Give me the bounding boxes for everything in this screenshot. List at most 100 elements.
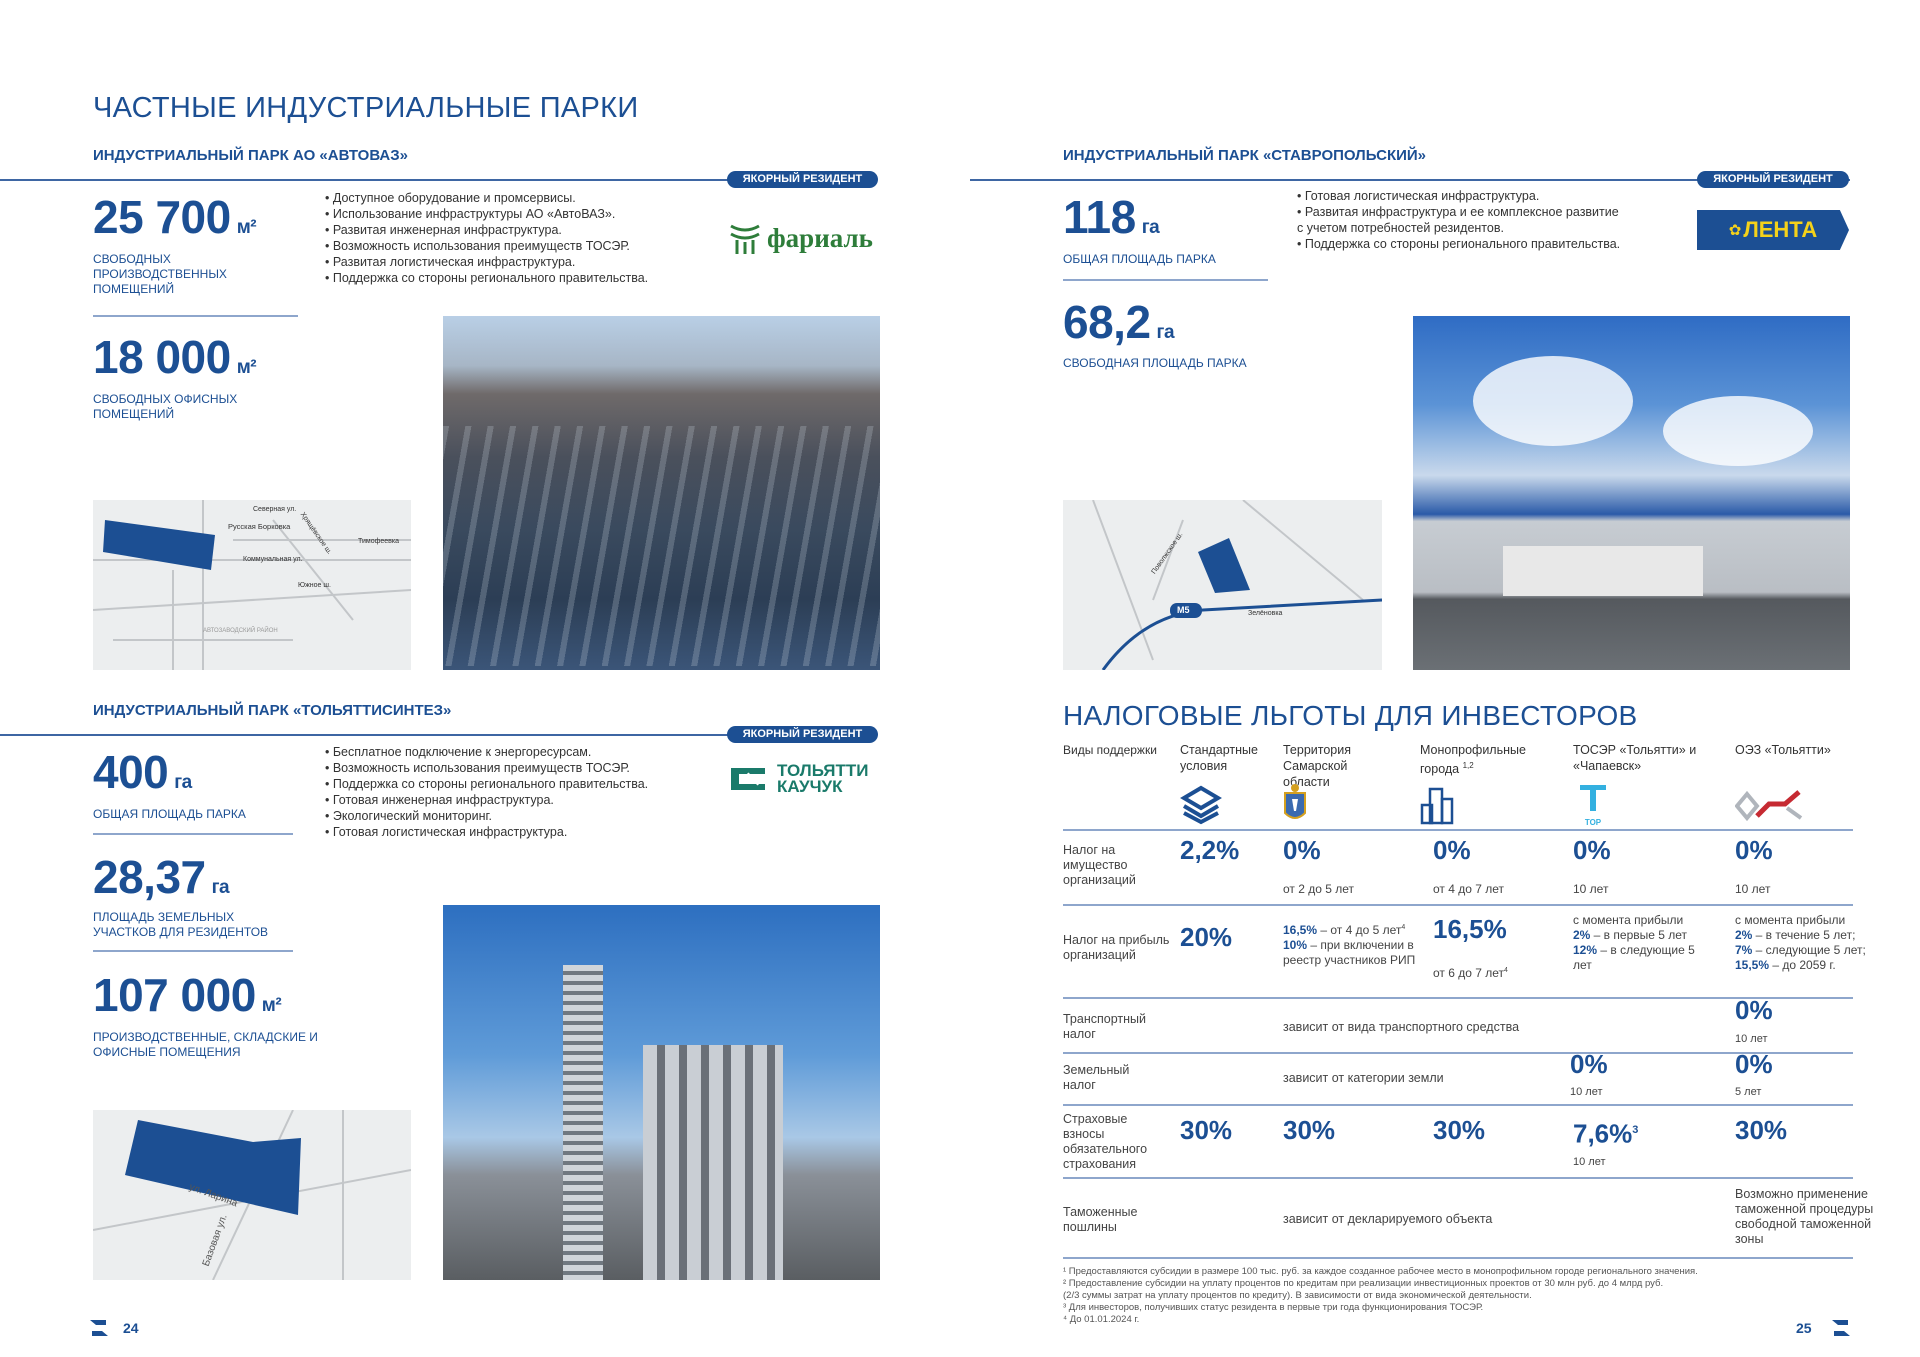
value: 0% [1735,1049,1773,1079]
avtovaz-map: Северная ул. Русская Борковка Коммунальн… [93,500,411,670]
row-label: Страховые взносы обязательного страхован… [1063,1112,1148,1171]
term: 10 лет [1735,882,1771,896]
value: 0% [1573,835,1611,865]
stat-value: 107 000 м² [93,969,282,1021]
stat-value: 18 000 м² [93,331,257,383]
togliatti-kauchuk-logo: ТОЛЬЯТТИ КАУЧУК [727,760,882,798]
samara-coat-of-arms-icon [1283,783,1307,830]
value: 7,6%3 [1573,1118,1639,1149]
tor-logo: TOP [1575,783,1611,827]
layers-icon [1180,785,1222,830]
bullet-list: • Бесплатное подключение к энергоресурса… [325,745,649,839]
row-divider [1063,1104,1853,1106]
row-label: Налог на имущество организаций [1063,843,1136,887]
value: 20% [1180,922,1233,952]
page-number: 25 [1796,1320,1812,1336]
row-divider [1063,1052,1853,1054]
stat-value: 68,2 га [1063,296,1175,348]
divider [93,315,298,317]
stat-value: 25 700 м² [93,191,257,243]
value: 0% [1433,835,1471,865]
row-label: Земельный налог [1063,1063,1130,1092]
oez-profit-tax-detail: с момента прибыли 2% – в течение 5 лет; 7%… [1735,913,1866,972]
row-label: Транспортный налог [1063,1012,1146,1041]
merged-value: зависит от вида транспортного средства [1283,1020,1520,1034]
page-number: 24 [123,1320,139,1336]
stat-label: ОБЩАЯ ПЛОЩАДЬ ПАРКА [1063,252,1216,266]
farial-leaf-icon [730,224,760,254]
brand-icon [1830,1318,1852,1343]
sunflower-icon: ✿ [1728,222,1742,239]
divider [0,734,735,736]
value: 30% [1180,1115,1233,1145]
avtovaz-aerial-photo [443,316,880,670]
lenta-logo: ✿ ЛЕНТА [1697,210,1849,250]
col-header: Территория Самарской области [1283,743,1352,789]
row-label: Налог на прибыль организаций [1063,933,1170,962]
row-divider [1063,1257,1853,1259]
col-header: Монопрофильные города 1,2 [1420,743,1526,777]
term: 5 лет [1735,1086,1762,1098]
footnotes: ¹ Предоставляются субсидии в размере 100… [1063,1266,1698,1325]
tax-title: НАЛОГОВЫЕ ЛЬГОТЫ ДЛЯ ИНВЕСТОРОВ [1063,700,1638,731]
page-title: ЧАСТНЫЕ ИНДУСТРИАЛЬНЫЕ ПАРКИ [93,92,639,124]
stavropolsky-map: Поволжское ш. M5 Зелёновка [1063,500,1382,670]
togliattisintez-plant-photo [443,905,880,1280]
farial-logo: фариаль [727,216,879,260]
tosez-profit-tax-detail: с момента прибыли 2% – в первые 5 лет 12% … [1573,913,1695,972]
term: от 4 до 7 лет [1433,882,1505,896]
value: 30% [1433,1115,1486,1145]
row-divider [1063,997,1853,999]
city-buildings-icon [1420,785,1454,830]
term: от 2 до 5 лет [1283,882,1355,896]
value: 2,2% [1180,835,1240,865]
stat-label: СВОБОДНАЯ ПЛОЩАДЬ ПАРКА [1063,356,1247,370]
stat-value: 400 га [93,746,192,798]
togliattisintez-map: ул. Ларина Базовая ул. [93,1110,411,1280]
stat-label: ПЛОЩАДЬ ЗЕМЕЛЬНЫХ УЧАСТКОВ ДЛЯ РЕЗИДЕНТО… [93,910,269,939]
divider [93,950,293,952]
value: 16,5% [1433,914,1507,944]
oez-logo [1734,790,1807,827]
row-divider [1063,1177,1853,1179]
value: 0% [1735,835,1773,865]
park-heading-togliattisintez: ИНДУСТРИАЛЬНЫЙ ПАРК «ТОЛЬЯТТИСИНТЕЗ» [93,702,452,719]
value: 0% [1283,835,1321,865]
merged-value: зависит от категории земли [1283,1071,1444,1085]
col-header: ТОСЭР «Тольятти» и «Чапаевск» [1573,743,1697,773]
value: 0% [1570,1049,1608,1079]
col-header: Стандартные условия [1180,743,1258,773]
value: 0% [1735,995,1773,1025]
merged-value: зависит от декларируемого объекта [1283,1212,1493,1226]
brand-icon [88,1318,110,1343]
anchor-resident-badge: ЯКОРНЫЙ РЕЗИДЕНТ [1697,171,1849,188]
anchor-resident-badge: ЯКОРНЫЙ РЕЗИДЕНТ [727,726,878,743]
stat-label: ПРОИЗВОДСТВЕННЫЕ, СКЛАДСКИЕ И ОФИСНЫЕ ПО… [93,1030,318,1059]
row-divider [1063,904,1853,906]
divider [970,179,1850,181]
oez-customs-note: Возможно применение таможенной процедуры… [1735,1187,1874,1246]
stat-value: 28,37 га [93,851,230,903]
row-label: Таможенные пошлины [1063,1205,1138,1234]
row-divider [1063,829,1853,831]
term: 10 лет [1573,1156,1606,1168]
term: 10 лет [1573,882,1609,896]
stat-value: 118 га [1063,191,1160,243]
bullet-list: • Доступное оборудование и промсервисы. •… [325,191,649,285]
term: 10 лет [1735,1033,1768,1045]
divider [93,833,293,835]
samara-profit-tax-detail: 16,5% – от 4 до 5 лет4 10% – при включени… [1283,923,1416,967]
divider [0,179,735,181]
park-heading-avtovaz: ИНДУСТРИАЛЬНЫЙ ПАРК АО «АВТОВАЗ» [93,147,408,164]
anchor-resident-badge: ЯКОРНЫЙ РЕЗИДЕНТ [727,171,878,188]
col-header: Виды поддержки [1063,743,1157,757]
stat-label: СВОБОДНЫХ ПРОИЗВОДСТВЕННЫХ ПОМЕЩЕНИЙ [93,252,227,296]
value: 30% [1735,1115,1788,1145]
stavropolsky-warehouse-photo [1413,316,1850,670]
divider [1063,279,1268,281]
park-heading-stavropolsky: ИНДУСТРИАЛЬНЫЙ ПАРК «СТАВРОПОЛЬСКИЙ» [1063,147,1427,164]
term: 10 лет [1570,1086,1603,1098]
col-header: ОЭЗ «Тольятти» [1735,743,1831,757]
value: 30% [1283,1115,1336,1145]
kauchuk-k-icon [731,768,765,790]
